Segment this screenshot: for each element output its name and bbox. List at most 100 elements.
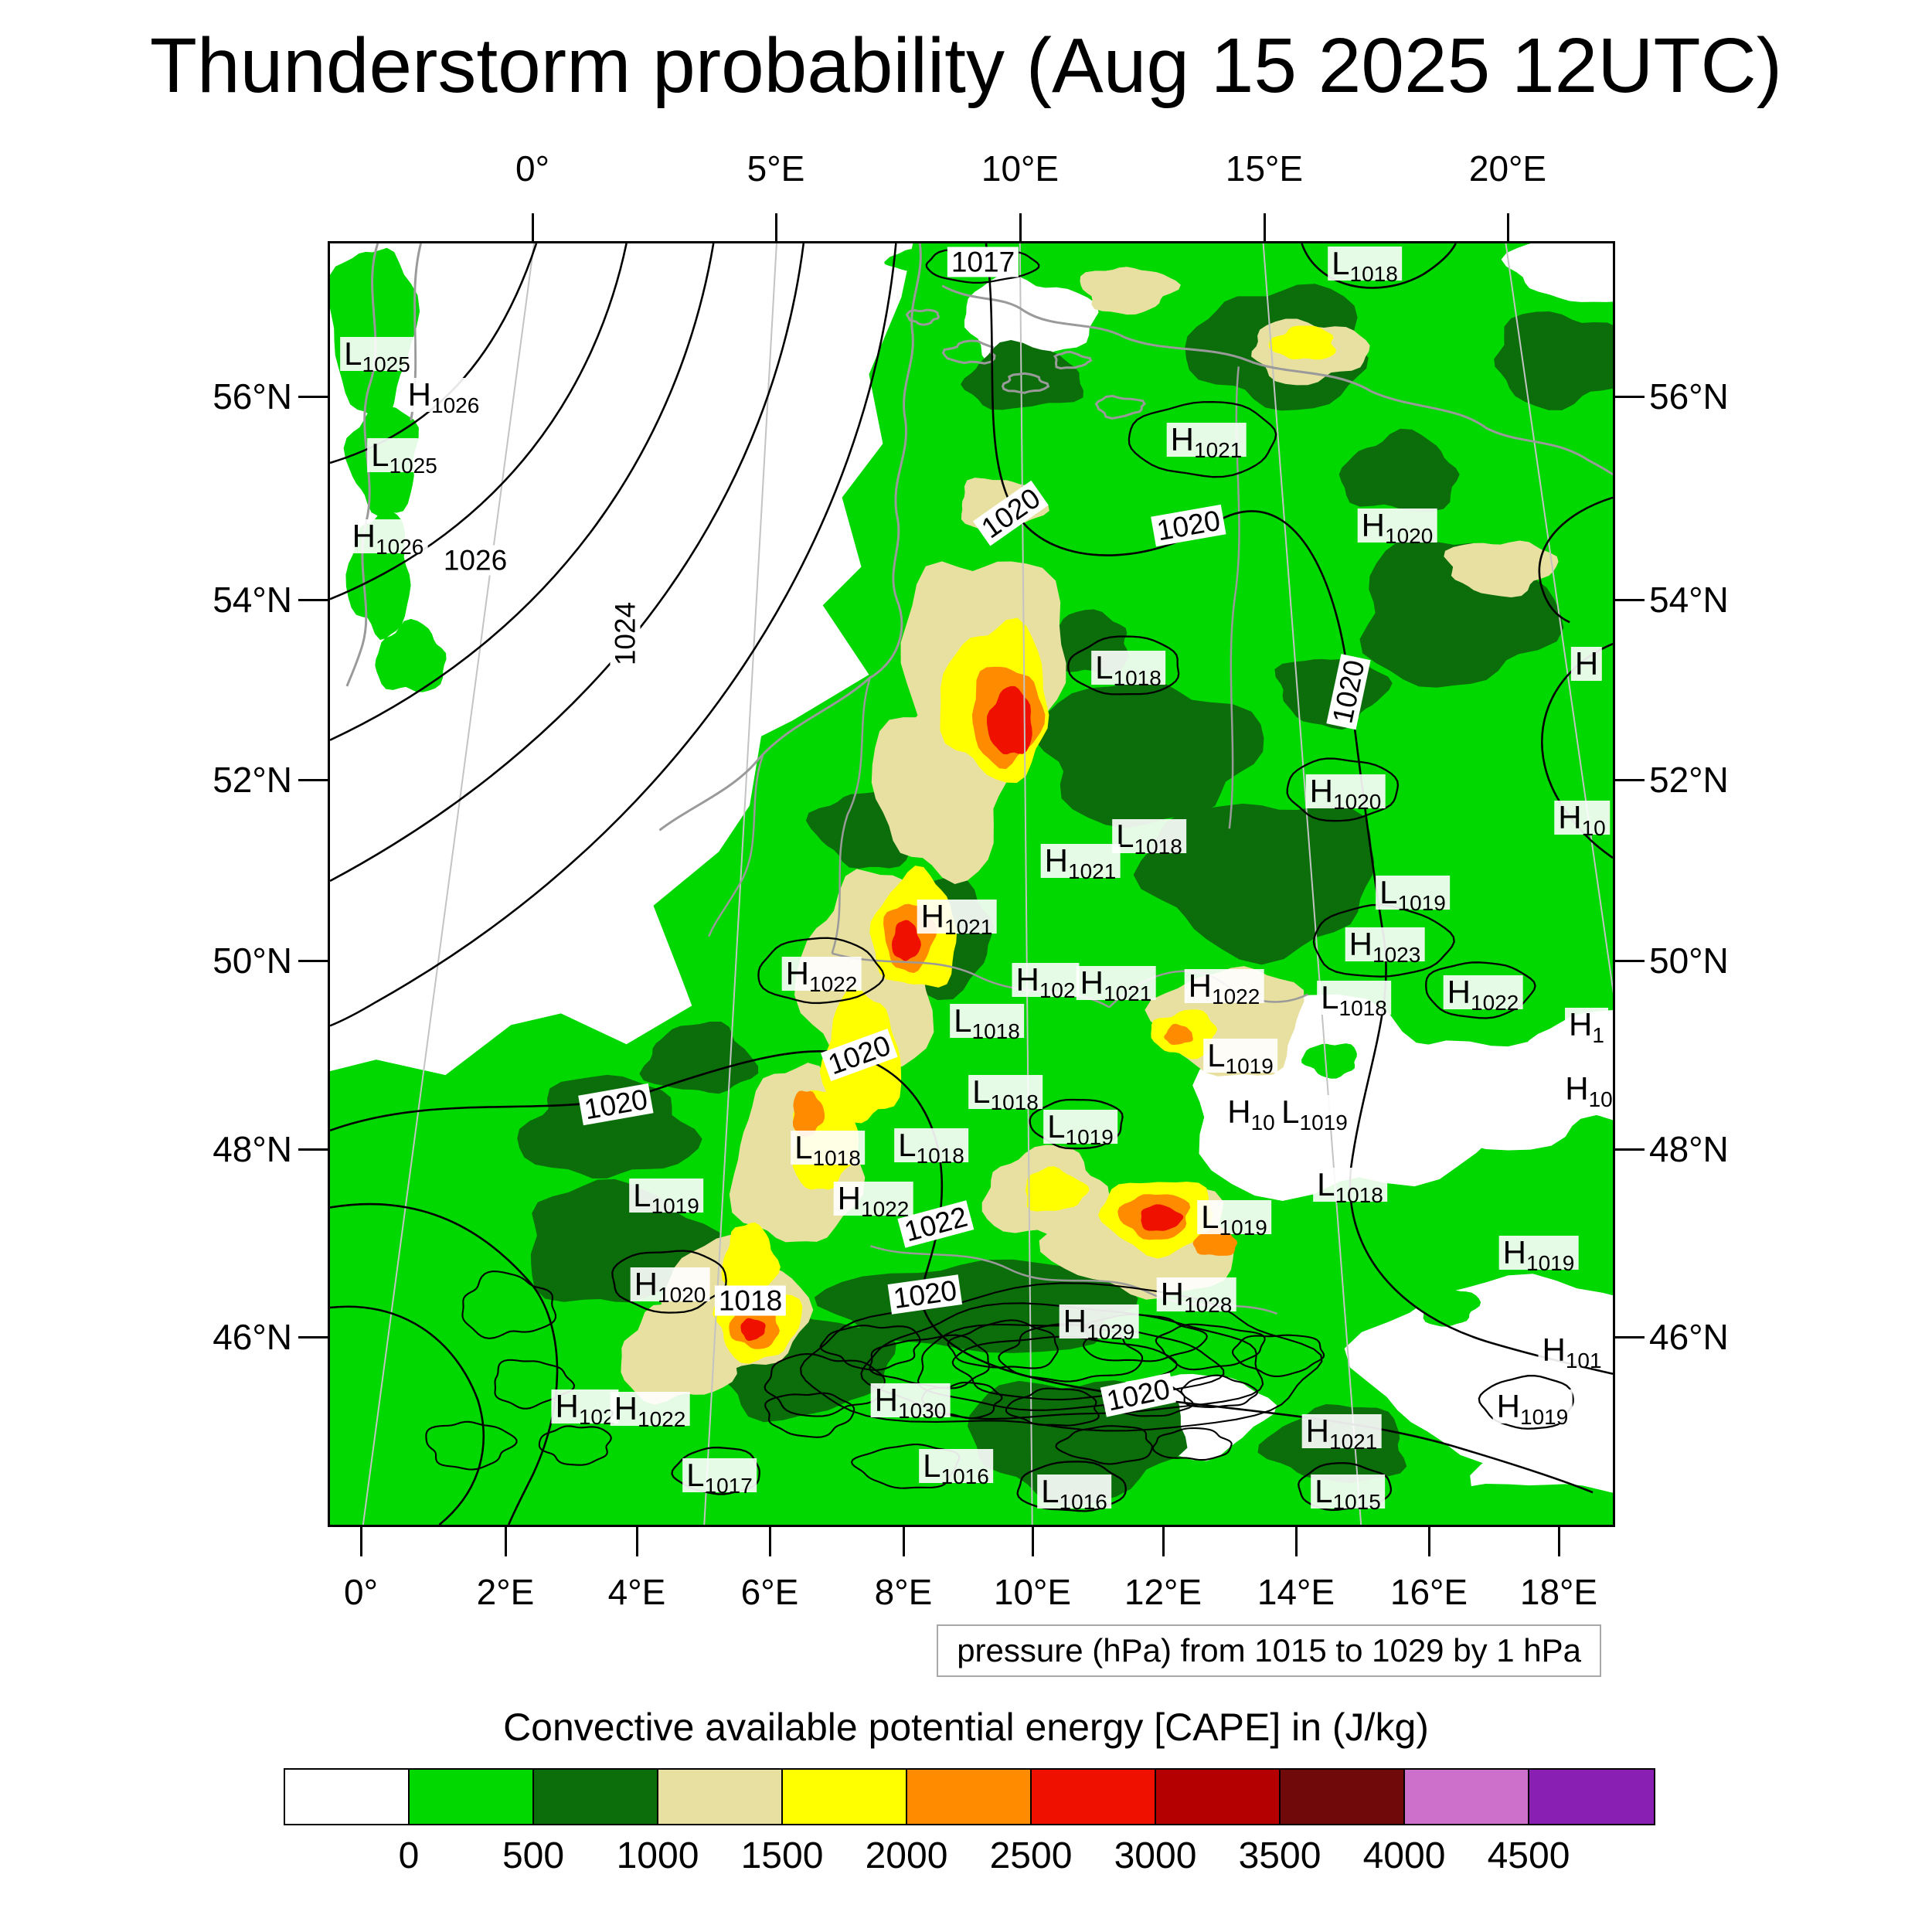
pressure-center-label: L1019 <box>1277 1095 1352 1134</box>
colorbar-cell <box>285 1770 410 1824</box>
contour-value-label: 1020 <box>887 1274 963 1315</box>
axis-tick <box>1615 598 1645 601</box>
axis-tick-label: 2°E <box>476 1572 535 1612</box>
colorbar-cell <box>534 1770 658 1824</box>
axis-tick <box>1557 1527 1560 1556</box>
pressure-center-label: H1022 <box>781 957 862 995</box>
pressure-center-label: L1018 <box>791 1131 865 1169</box>
pressure-center-label: H1020 <box>630 1267 710 1306</box>
pressure-center-label: H10 <box>1223 1095 1279 1134</box>
contour-value-label: 1020 <box>820 1028 899 1082</box>
axis-tick-label: 8°E <box>874 1572 933 1612</box>
axis-tick <box>504 1527 507 1556</box>
pressure-center-label: H10 <box>1561 1072 1613 1111</box>
axis-tick-label: 48°N <box>213 1129 292 1169</box>
contour-value-label: 1020 <box>1100 1372 1177 1417</box>
pressure-center-label: L1016 <box>1037 1475 1111 1513</box>
axis-tick <box>774 213 777 241</box>
colorbar-cell <box>658 1770 783 1824</box>
pressure-center-label: L1018 <box>1317 981 1391 1019</box>
contour-value-label: 1017 <box>947 247 1019 277</box>
pressure-center-label: L1016 <box>919 1449 993 1488</box>
pressure-center-label: H102 <box>1012 963 1080 1002</box>
colorbar-tick-label: 0 <box>398 1835 420 1876</box>
axis-tick <box>768 1527 771 1556</box>
axis-tick <box>1263 213 1266 241</box>
axis-tick-label: 6°E <box>740 1572 799 1612</box>
colorbar-cell <box>1156 1770 1281 1824</box>
pressure-center-label: L1018 <box>1091 651 1165 689</box>
axis-tick-label: 15°E <box>1225 148 1304 189</box>
axis-tick-label: 54°N <box>1649 580 1729 620</box>
contour-value-label: 1020 <box>973 480 1049 546</box>
axis-tick <box>298 959 328 962</box>
pressure-center-label: H1026 <box>348 519 428 558</box>
axis-tick-label: 0° <box>515 148 549 189</box>
axis-tick-label: 18°E <box>1519 1572 1598 1612</box>
colorbar-cell <box>907 1770 1032 1824</box>
pressure-center-label: L1018 <box>1328 247 1402 285</box>
contour-value-label: 1026 <box>439 545 512 576</box>
axis-tick <box>902 1527 905 1556</box>
axis-tick <box>531 213 534 241</box>
pressure-center-label: H1022 <box>1443 975 1523 1014</box>
axis-tick-label: 56°N <box>213 376 292 417</box>
colorbar-tick-label: 4500 <box>1487 1835 1570 1876</box>
pressure-center-label: H1021 <box>1076 966 1156 1005</box>
axis-tick <box>1615 1148 1645 1151</box>
colorbar-cell <box>783 1770 907 1824</box>
pressure-center-label: H <box>1570 647 1603 681</box>
axis-tick <box>635 1527 638 1556</box>
pressure-center-label: H1 <box>1565 1008 1608 1046</box>
pressure-center-label: L1018 <box>894 1128 968 1167</box>
map-frame: L1018 L1025 H1026 L1025 H1026 H1021 H1020 L1018… <box>328 241 1615 1527</box>
pressure-center-label: L1018 <box>950 1004 1024 1043</box>
axis-tick-label: 50°N <box>213 940 292 981</box>
axis-tick <box>1615 778 1645 781</box>
colorbar <box>284 1768 1655 1825</box>
pressure-center-label: L1015 <box>1311 1475 1385 1513</box>
colorbar-tick-label: 2500 <box>989 1835 1073 1876</box>
colorbar-cell <box>1032 1770 1156 1824</box>
pressure-contours <box>330 243 1613 1525</box>
axis-tick <box>298 1335 328 1338</box>
pressure-center-label: L1019 <box>1043 1110 1117 1148</box>
pressure-center-label: H1021 <box>917 900 997 938</box>
axis-tick <box>1615 959 1645 962</box>
map-labels-overlay: L1018 L1025 H1026 L1025 H1026 H1021 H1020 L1018… <box>330 243 1613 1525</box>
axis-tick-label: 54°N <box>213 580 292 620</box>
pressure-center-label: L1019 <box>1197 1200 1271 1239</box>
pressure-center-label: L1019 <box>629 1179 703 1217</box>
pressure-center-label: H10 <box>1554 801 1610 839</box>
page-title: Thunderstorm probability (Aug 15 2025 12… <box>149 22 1783 109</box>
pressure-center-label: H1026 <box>403 378 484 417</box>
axis-tick <box>359 1527 362 1556</box>
colorbar-tick-label: 500 <box>502 1835 565 1876</box>
pressure-center-label: H1030 <box>870 1383 951 1422</box>
axis-tick <box>1615 395 1645 398</box>
axis-tick <box>298 1148 328 1151</box>
pressure-center-label: H1023 <box>1345 927 1425 966</box>
axis-tick <box>298 598 328 601</box>
colorbar-tick-label: 1000 <box>616 1835 699 1876</box>
colorbar-cell <box>1529 1770 1654 1824</box>
pressure-note: pressure (hPa) from 1015 to 1029 by 1 hP… <box>937 1624 1601 1677</box>
pressure-center-label: H102 <box>551 1389 619 1428</box>
axis-tick-label: 20°E <box>1468 148 1547 189</box>
pressure-center-label: H1021 <box>1301 1414 1382 1453</box>
axis-tick <box>1294 1527 1298 1556</box>
axis-tick-label: 10°E <box>993 1572 1072 1612</box>
axis-tick-label: 5°E <box>747 148 805 189</box>
axis-tick <box>1506 213 1509 241</box>
axis-tick-label: 10°E <box>981 148 1060 189</box>
pressure-center-label: H1019 <box>1492 1389 1573 1428</box>
axis-tick-label: 46°N <box>213 1317 292 1357</box>
pressure-center-label: H1020 <box>1305 774 1386 813</box>
pressure-center-label: L1025 <box>340 337 414 376</box>
colorbar-tick-label: 3000 <box>1114 1835 1197 1876</box>
axis-tick <box>1019 213 1022 241</box>
contour-value-label: 1020 <box>1151 505 1226 546</box>
axis-tick-label: 0° <box>344 1572 378 1612</box>
axis-tick-label: 12°E <box>1124 1572 1202 1612</box>
axis-tick-label: 4°E <box>607 1572 666 1612</box>
